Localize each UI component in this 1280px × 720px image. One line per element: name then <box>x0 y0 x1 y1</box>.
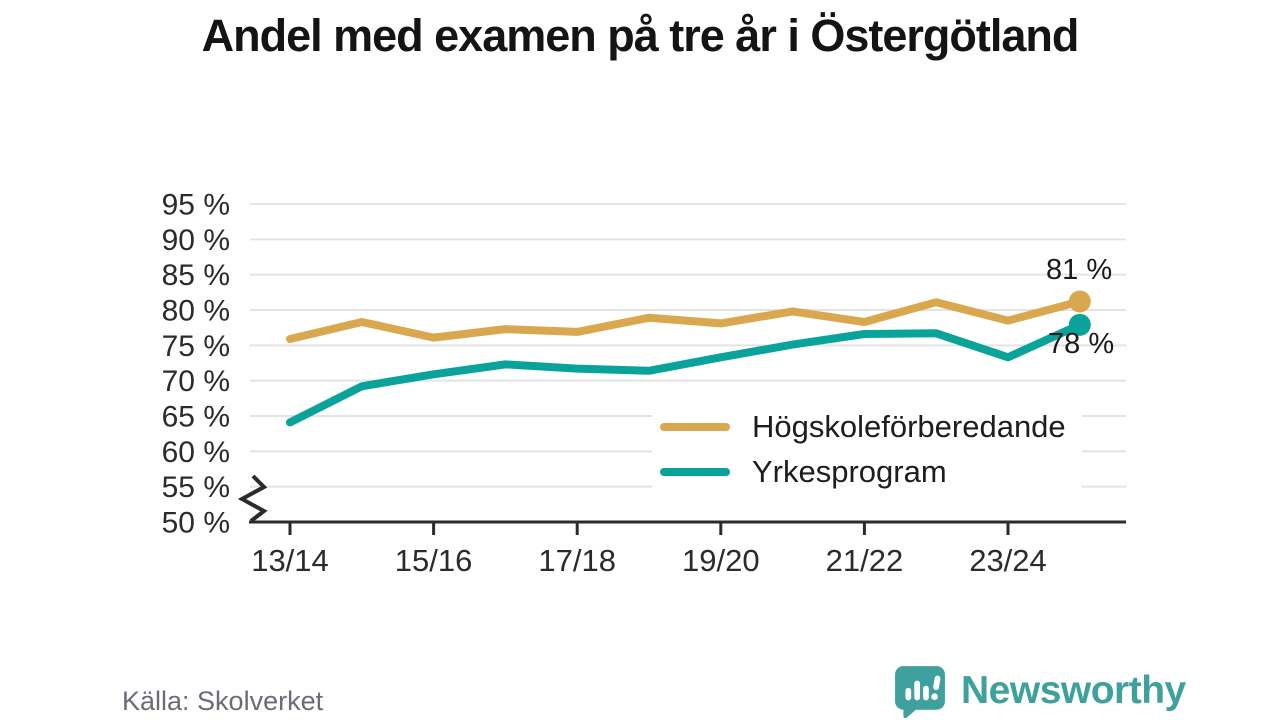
y-tick-label: 80 % <box>162 294 230 327</box>
newsworthy-wordmark: Newsworthy <box>961 669 1186 712</box>
newsworthy-logo: Newsworthy <box>893 664 1186 718</box>
y-tick-label: 55 % <box>162 471 230 504</box>
axis-break-zigzag <box>237 474 268 523</box>
series-end-dot-0 <box>1068 290 1091 313</box>
series-end-dot-1 <box>1068 313 1091 336</box>
legend-item-yrkesprogram: Yrkesprogram <box>660 449 1066 494</box>
series-line-1 <box>286 320 1084 427</box>
legend-swatch-hogskoleforberedande <box>660 422 730 431</box>
chart-legend: Högskoleförberedande Yrkesprogram <box>652 398 1082 504</box>
y-tick-label: 70 % <box>162 365 230 398</box>
x-tick-label: 15/16 <box>395 543 473 578</box>
legend-label-yrkesprogram: Yrkesprogram <box>752 453 947 489</box>
end-value-label-yrkesprogram: 78 % <box>1048 328 1115 360</box>
y-tick-label: 50 % <box>162 507 230 540</box>
y-tick-label: 60 % <box>162 436 230 469</box>
x-tick-label: 21/22 <box>826 543 904 578</box>
x-tick-label: 23/24 <box>969 543 1047 578</box>
source-text: Källa: Skolverket <box>122 686 324 716</box>
chart-title: Andel med examen på tre år i Östergötlan… <box>201 10 1080 61</box>
end-value-label-hogskoleforberedande: 81 % <box>1046 254 1113 286</box>
x-tick-label: 19/20 <box>682 543 760 578</box>
x-tick-label: 17/18 <box>538 543 616 578</box>
x-tick-label: 13/14 <box>251 543 329 578</box>
newsworthy-speech-bubble-chart-icon <box>895 666 945 718</box>
y-tick-label: 85 % <box>162 259 230 292</box>
y-tick-label: 75 % <box>162 330 230 363</box>
legend-swatch-yrkesprogram <box>660 467 730 476</box>
legend-item-hogskoleforberedande: Högskoleförberedande <box>660 404 1066 449</box>
series-line-0 <box>286 297 1084 343</box>
legend-label-hogskoleforberedande: Högskoleförberedande <box>752 408 1066 444</box>
y-tick-label: 65 % <box>162 400 230 433</box>
y-tick-label: 90 % <box>162 224 230 257</box>
y-tick-label: 95 % <box>162 188 230 221</box>
